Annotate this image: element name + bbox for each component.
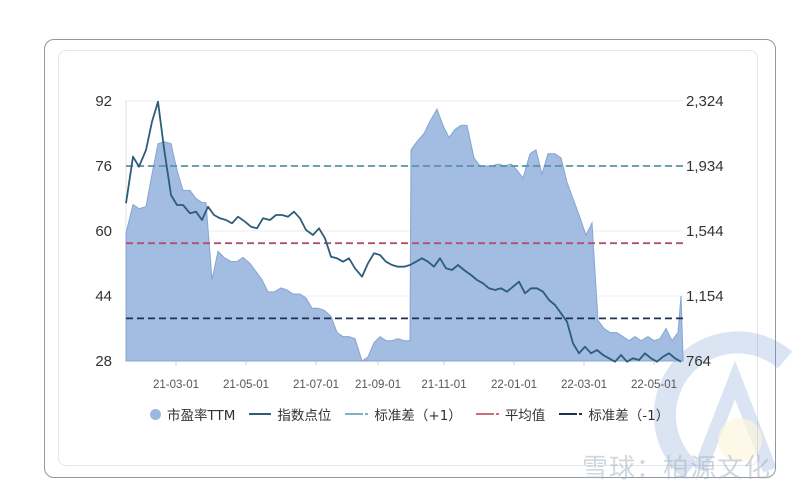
svg-text:28: 28: [95, 353, 112, 370]
legend-dot-icon: [150, 408, 161, 420]
legend-item-std-plus-1[interactable]: 标准差（+1）: [345, 404, 462, 424]
svg-text:92: 92: [95, 93, 112, 110]
legend-dashdot-icon: [475, 413, 499, 415]
legend-item-index-points[interactable]: 指数点位: [249, 404, 331, 424]
legend-label: 标准差（-1）: [588, 408, 670, 424]
svg-text:60: 60: [95, 223, 112, 240]
svg-text:21-09-01: 21-09-01: [355, 379, 401, 391]
reference-lines: [126, 165, 683, 320]
legend: 市盈率TTM 指数点位 标准差（+1） 平均值 标准差（-1）: [150, 404, 669, 424]
svg-text:764: 764: [686, 353, 711, 370]
index-points-line: [125, 100, 682, 363]
legend-label: 标准差（+1）: [374, 408, 462, 424]
legend-label: 平均值: [504, 408, 546, 424]
watermark-logo-icon: [653, 331, 793, 479]
svg-text:22-03-01: 22-03-01: [561, 379, 607, 391]
legend-dashdot-icon: [345, 413, 369, 415]
svg-text:22-05-01: 22-05-01: [631, 379, 677, 391]
svg-text:22-01-01: 22-01-01: [491, 379, 537, 391]
right-axis: 764 1,154 1,544 1,934 2,324: [686, 93, 724, 370]
svg-text:21-05-01: 21-05-01: [223, 379, 269, 391]
svg-text:21-03-01: 21-03-01: [153, 379, 199, 391]
svg-text:2,324: 2,324: [686, 93, 724, 110]
svg-text:1,154: 1,154: [686, 288, 724, 305]
left-axis: 28 44 60 76 92: [95, 93, 112, 370]
svg-text:44: 44: [95, 288, 112, 305]
legend-dashdot-icon: [559, 413, 583, 415]
chart-panel: [58, 50, 758, 466]
svg-text:21-07-01: 21-07-01: [293, 379, 339, 391]
legend-label: 指数点位: [277, 408, 332, 424]
legend-item-pe-ttm[interactable]: 市盈率TTM: [150, 404, 235, 424]
legend-line-icon: [249, 413, 272, 415]
svg-text:1,544: 1,544: [686, 223, 724, 240]
pe-ttm-area: [125, 107, 684, 362]
x-axis: 21-03-01 21-05-01 21-07-01 21-09-01 21-11-01…: [153, 361, 677, 391]
svg-text:21-11-01: 21-11-01: [421, 379, 466, 391]
watermark-text: 雪球：柏源文化: [582, 454, 772, 484]
legend-item-std-minus-1[interactable]: 标准差（-1）: [559, 404, 669, 424]
svg-text:1,934: 1,934: [686, 158, 724, 175]
legend-label: 市盈率TTM: [167, 408, 236, 424]
legend-item-mean[interactable]: 平均值: [475, 404, 546, 424]
svg-text:76: 76: [95, 158, 112, 175]
